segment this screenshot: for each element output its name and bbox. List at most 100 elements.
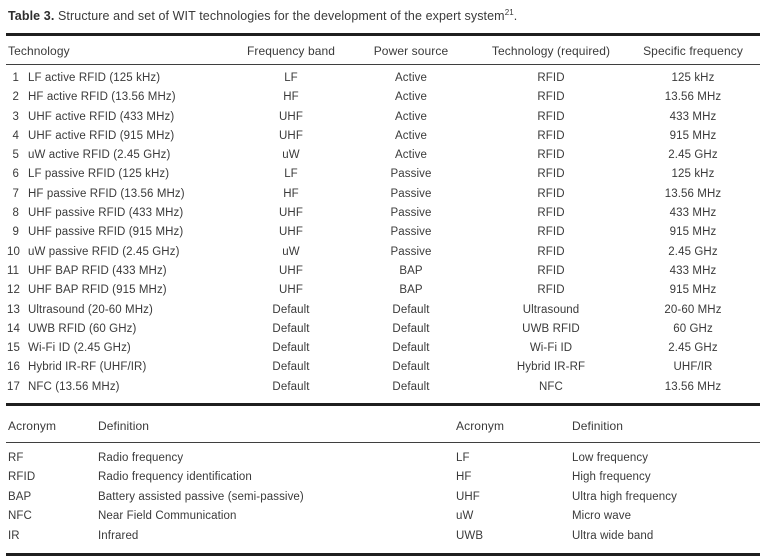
technology-cell: Hybrid IR-RF (UHF/IR) xyxy=(28,361,147,374)
technology-row: 2 HF active RFID (13.56 MHz) HF Active R… xyxy=(6,88,760,107)
power-source-cell: Default xyxy=(392,380,430,393)
frequency-band-cell: uW xyxy=(282,149,300,162)
technology-cell: UWB RFID (60 GHz) xyxy=(28,322,137,335)
frequency-band-cell: LF xyxy=(284,72,298,84)
power-source-cell: BAP xyxy=(399,264,423,277)
acronym-cell-left: IR xyxy=(8,529,20,542)
acronym-legend-table: Acronym Definition Acronym Definition RF… xyxy=(6,406,760,546)
technology-row: 6 LF passive RFID (125 kHz) LF Passive R… xyxy=(6,165,760,184)
row-number: 4 xyxy=(12,129,19,142)
technology-cell: UHF active RFID (433 MHz) xyxy=(28,110,175,123)
row-number: 16 xyxy=(7,361,20,374)
technology-cell: NFC (13.56 MHz) xyxy=(28,380,120,393)
power-source-cell: Active xyxy=(395,72,427,84)
definition-cell-right: Ultra high frequency xyxy=(572,490,677,503)
technology-row: 11 UHF BAP RFID (433 MHz) UHF BAP RFID 4… xyxy=(6,262,760,281)
definition-cell-left: Radio frequency xyxy=(98,452,184,465)
row-number: 14 xyxy=(7,322,20,335)
power-source-cell: Default xyxy=(392,361,430,374)
acronym-cell-right: HF xyxy=(456,471,472,484)
technology-cell: HF passive RFID (13.56 MHz) xyxy=(28,187,185,200)
acronym-row: NFC Near Field Communication uW Micro wa… xyxy=(6,507,760,526)
technology-cell: uW passive RFID (2.45 GHz) xyxy=(28,245,180,258)
specific-frequency-cell: 915 MHz xyxy=(669,129,717,142)
technology-required-cell: RFID xyxy=(537,149,565,162)
specific-frequency-cell: UHF/IR xyxy=(673,361,713,374)
table-top-rule xyxy=(6,33,760,36)
specific-frequency-cell: 13.56 MHz xyxy=(664,91,722,104)
technology-required-cell: RFID xyxy=(537,207,565,220)
technology-required-cell: RFID xyxy=(537,245,565,258)
acronym-row: RFID Radio frequency identification HF H… xyxy=(6,468,760,487)
frequency-band-cell: Default xyxy=(272,380,310,393)
technology-cell: UHF passive RFID (433 MHz) xyxy=(28,207,184,220)
power-source-cell: Passive xyxy=(390,245,432,258)
column-header-technology-required: Technology (required) xyxy=(476,36,626,65)
definition-cell-left: Radio frequency identification xyxy=(98,471,252,484)
power-source-cell: Active xyxy=(395,110,427,123)
technology-cell: Ultrasound (20-60 MHz) xyxy=(28,303,153,316)
technology-row: 17 NFC (13.56 MHz) Default Default NFC 1… xyxy=(6,378,760,397)
column-header-specific-frequency: Specific frequency xyxy=(626,36,760,65)
technology-row: 5 uW active RFID (2.45 GHz) uW Active RF… xyxy=(6,146,760,165)
frequency-band-cell: LF xyxy=(284,168,298,181)
acronym-cell-right: UWB xyxy=(456,529,484,542)
technology-required-cell: RFID xyxy=(537,129,565,142)
frequency-band-cell: UHF xyxy=(279,129,303,142)
technology-row: 4 UHF active RFID (915 MHz) UHF Active R… xyxy=(6,127,760,146)
technology-required-cell: UWB RFID xyxy=(522,322,580,335)
specific-frequency-cell: 915 MHz xyxy=(669,284,717,297)
row-number: 11 xyxy=(7,264,20,277)
frequency-band-cell: UHF xyxy=(279,207,303,220)
specific-frequency-cell: 2.45 GHz xyxy=(668,245,718,258)
power-source-cell: Default xyxy=(392,342,430,355)
technology-cell: uW active RFID (2.45 GHz) xyxy=(28,149,171,162)
power-source-cell: Active xyxy=(395,129,427,142)
acronym-cell-right: uW xyxy=(456,510,474,523)
power-source-cell: Passive xyxy=(390,226,432,239)
specific-frequency-cell: 13.56 MHz xyxy=(664,380,722,393)
column-header-acronym-left: Acronym xyxy=(6,406,96,444)
acronym-cell-left: NFC xyxy=(8,510,32,523)
technology-cell: UHF BAP RFID (915 MHz) xyxy=(28,284,167,297)
column-header-acronym-right: Acronym xyxy=(454,406,570,444)
technology-row: 8 UHF passive RFID (433 MHz) UHF Passive… xyxy=(6,204,760,223)
row-number: 5 xyxy=(12,149,19,162)
table-mid-rule xyxy=(6,403,760,407)
frequency-band-cell: uW xyxy=(282,245,300,258)
acronym-cell-left: RF xyxy=(8,452,24,465)
row-number: 13 xyxy=(7,303,20,316)
acronym-row: RF Radio frequency LF Low frequency xyxy=(6,443,760,469)
specific-frequency-cell: 433 MHz xyxy=(669,110,717,123)
definition-cell-right: Ultra wide band xyxy=(572,529,654,542)
row-number: 9 xyxy=(12,226,19,239)
technology-cell: HF active RFID (13.56 MHz) xyxy=(28,91,176,104)
power-source-cell: Active xyxy=(395,91,427,104)
technology-row: 7 HF passive RFID (13.56 MHz) HF Passive… xyxy=(6,185,760,204)
frequency-band-cell: Default xyxy=(272,342,310,355)
technology-row: 3 UHF active RFID (433 MHz) UHF Active R… xyxy=(6,108,760,127)
citation-superscript: 21 xyxy=(504,7,514,17)
power-source-cell: Passive xyxy=(390,207,432,220)
technology-cell: UHF passive RFID (915 MHz) xyxy=(28,226,184,239)
technology-required-cell: RFID xyxy=(537,110,565,123)
column-header-definition-right: Definition xyxy=(570,406,760,444)
technology-required-cell: RFID xyxy=(537,284,565,297)
row-number: 15 xyxy=(7,342,20,355)
row-number: 17 xyxy=(7,380,20,393)
power-source-cell: Passive xyxy=(390,168,432,181)
row-number: 7 xyxy=(12,187,19,200)
technology-required-cell: Wi-Fi ID xyxy=(529,342,573,355)
acronym-table-header: Acronym Definition Acronym Definition xyxy=(6,406,760,444)
technology-row: 1 LF active RFID (125 kHz) LF Active RFI… xyxy=(6,65,760,89)
technology-cell: LF active RFID (125 kHz) xyxy=(28,72,161,84)
technology-cell: UHF active RFID (915 MHz) xyxy=(28,129,175,142)
table-caption-text: Structure and set of WIT technologies fo… xyxy=(58,9,505,23)
definition-cell-right: High frequency xyxy=(572,471,651,484)
technology-row: 13 Ultrasound (20-60 MHz) Default Defaul… xyxy=(6,301,760,320)
technology-row: 16 Hybrid IR-RF (UHF/IR) Default Default… xyxy=(6,358,760,377)
technology-row: 12 UHF BAP RFID (915 MHz) UHF BAP RFID 9… xyxy=(6,281,760,300)
technology-row: 15 Wi-Fi ID (2.45 GHz) Default Default W… xyxy=(6,339,760,358)
power-source-cell: BAP xyxy=(399,284,423,297)
